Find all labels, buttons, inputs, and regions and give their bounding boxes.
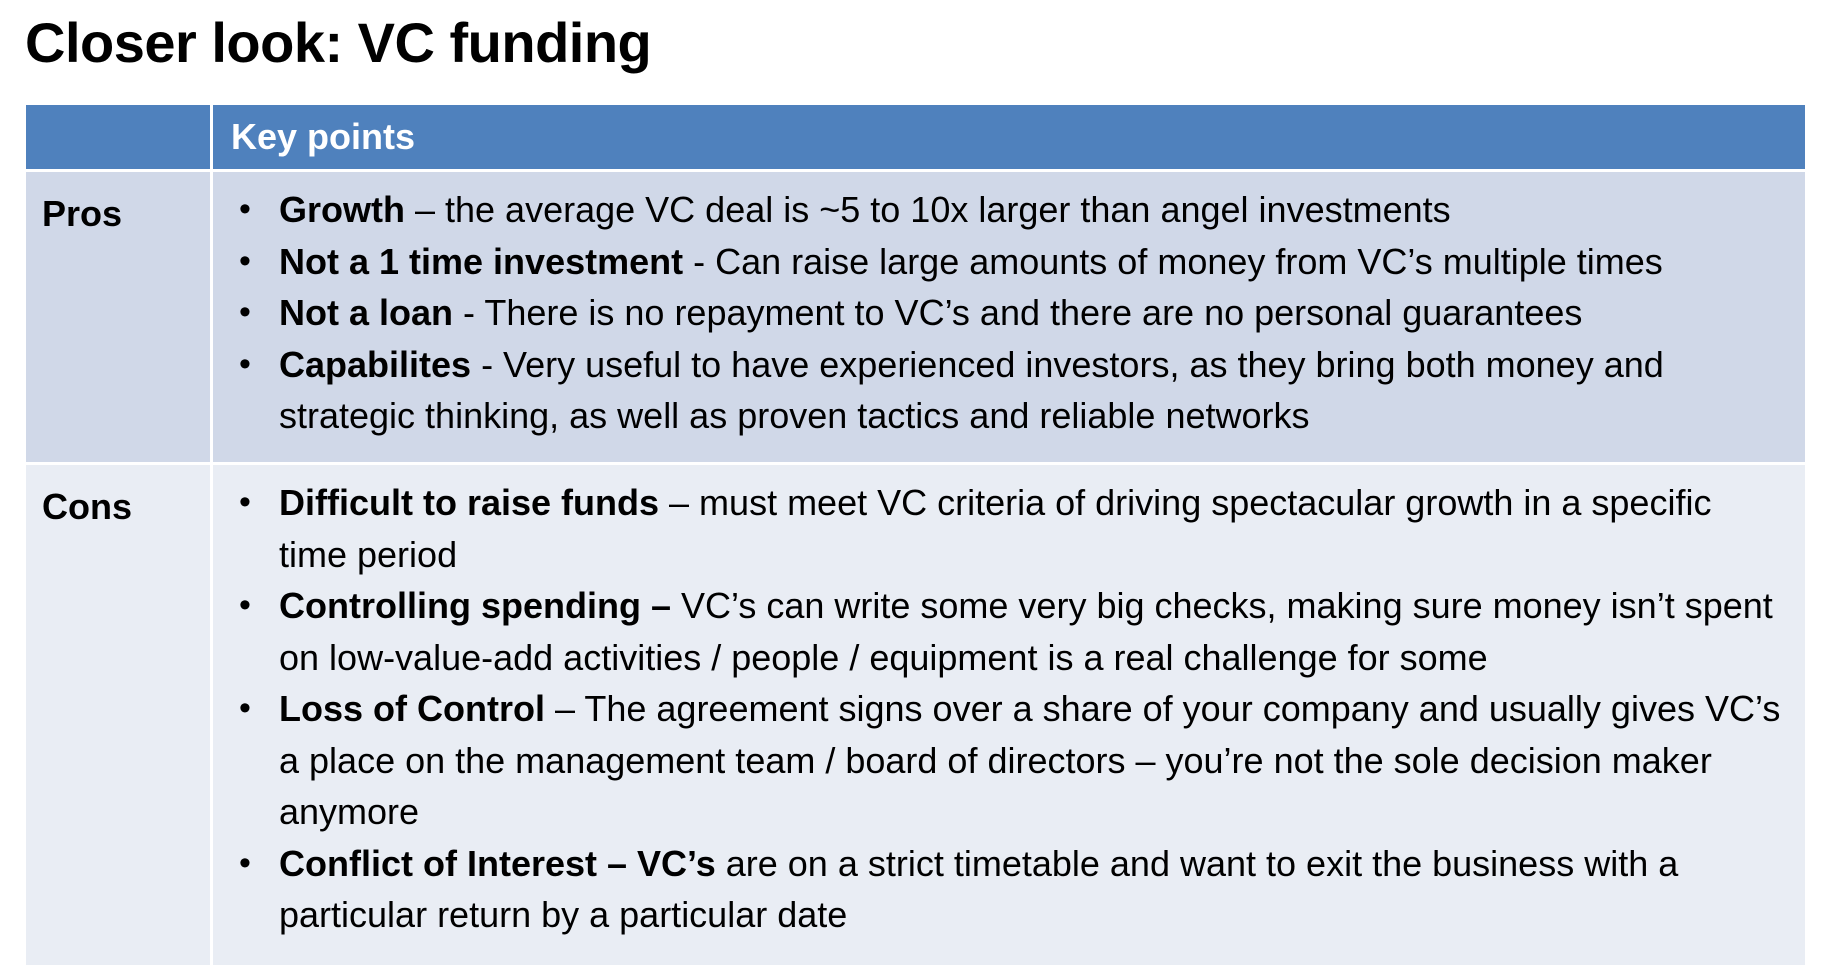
point-lead: Growth: [279, 189, 405, 230]
cons-item-difficult-to-raise: • Difficult to raise funds – must meet VC…: [239, 477, 1785, 580]
point-text: – The agreement signs over a share of yo…: [279, 688, 1781, 832]
cons-points-cell: • Difficult to raise funds – must meet VC…: [210, 462, 1808, 968]
pros-list: • Growth – the average VC deal is ~5 to 1…: [239, 184, 1785, 442]
bullet-icon: •: [239, 586, 251, 624]
point-lead: Conflict of Interest – VC’s: [279, 842, 716, 884]
bullet-icon: •: [239, 293, 251, 331]
bullet-icon: •: [239, 483, 251, 521]
pros-item-not-one-time: • Not a 1 time investment - Can raise lar…: [239, 236, 1785, 288]
point-text: - Very useful to have experienced invest…: [279, 343, 1664, 437]
header-key-points: Key points: [210, 102, 1808, 172]
point-lead: Not a 1 time investment: [279, 240, 684, 282]
point-lead: Capabilites: [279, 343, 472, 385]
point-lead: Controlling spending –: [279, 585, 671, 626]
pros-points-cell: • Growth – the average VC deal is ~5 to 1…: [210, 169, 1808, 465]
cons-item-loss-of-control: • Loss of Control – The agreement signs o…: [239, 683, 1785, 838]
point-text: are on a strict timetable and want to ex…: [279, 842, 1679, 936]
slide-title: Closer look: VC funding: [25, 11, 652, 74]
point-lead: Difficult to raise funds: [279, 482, 660, 523]
bullet-icon: •: [239, 689, 251, 727]
point-lead: Not a loan: [279, 292, 454, 333]
cons-item-conflict-of-interest: • Conflict of Interest – VC’s are on a st…: [239, 838, 1785, 941]
header-corner-cell: [23, 102, 213, 172]
pros-row: Pros • Growth – the average VC deal is ~5…: [23, 169, 1808, 465]
pros-label: Pros: [23, 169, 213, 465]
point-text: - There is no repayment to VC’s and ther…: [453, 292, 1583, 333]
cons-item-controlling-spending: • Controlling spending – VC’s can write s…: [239, 580, 1785, 683]
bullet-icon: •: [239, 843, 251, 882]
point-text: – the average VC deal is ~5 to 10x large…: [404, 189, 1451, 230]
pros-item-capabilities: • Capabilites - Very useful to have exper…: [239, 339, 1785, 442]
point-text: – must meet VC criteria of driving spect…: [279, 482, 1712, 575]
bullet-icon: •: [239, 344, 251, 383]
pros-item-not-a-loan: • Not a loan - There is no repayment to V…: [239, 287, 1785, 339]
point-lead: Loss of Control: [279, 688, 545, 729]
cons-row: Cons • Difficult to raise funds – must me…: [23, 462, 1808, 968]
point-text: VC’s can write some very big checks, mak…: [279, 585, 1773, 678]
table-header-row: Key points: [23, 102, 1808, 172]
bullet-icon: •: [239, 190, 251, 228]
point-text: - Can raise large amounts of money from …: [683, 240, 1663, 282]
key-points-table: Key points Pros • Growth – the average VC…: [23, 102, 1808, 968]
cons-label: Cons: [23, 462, 213, 968]
bullet-icon: •: [239, 241, 251, 280]
cons-list: • Difficult to raise funds – must meet VC…: [239, 477, 1785, 941]
pros-item-growth: • Growth – the average VC deal is ~5 to 1…: [239, 184, 1785, 236]
